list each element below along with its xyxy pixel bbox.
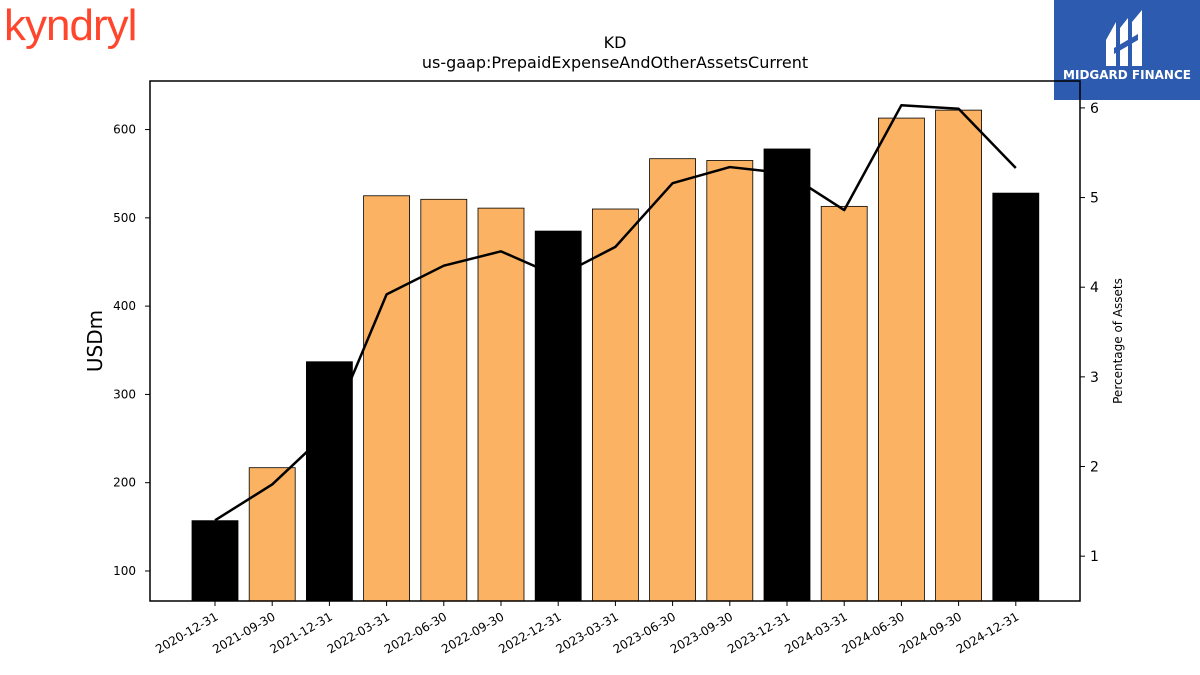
kyndryl-logo: kyndryl <box>4 1 137 50</box>
x-tick-label: 2023-12-31 <box>725 609 792 656</box>
y-tick-label: 600 <box>113 123 136 137</box>
bar <box>992 192 1040 602</box>
midgard-finance-logo: MIDGARD FINANCE <box>1054 0 1200 100</box>
bar <box>763 148 811 602</box>
bar <box>878 117 925 602</box>
x-tick-label: 2022-06-30 <box>382 609 449 656</box>
percentage-line <box>214 103 1017 522</box>
chart-title: KD <box>604 33 627 52</box>
y-tick-label: 100 <box>113 564 136 578</box>
plot-area: 100 200 300 400 500 600 1 2 3 4 5 6 2020-12-312021-0… <box>113 80 1099 656</box>
x-tick-label: 2023-06-30 <box>611 609 678 656</box>
bar <box>420 198 468 602</box>
bar <box>477 207 525 602</box>
y-axis-right-label: Percentage of Assets <box>1111 278 1125 404</box>
y-right-tick-label: 4 <box>1090 280 1099 296</box>
x-tick-label: 2022-03-31 <box>325 609 392 656</box>
y-tick-label: 400 <box>113 299 136 313</box>
y-right-tick-label: 1 <box>1090 549 1099 565</box>
y-right-tick-label: 6 <box>1090 101 1099 117</box>
bar <box>592 208 639 602</box>
x-tick-label: 2022-09-30 <box>439 609 506 656</box>
x-tick-label: 2021-12-31 <box>267 609 334 656</box>
y-tick-label: 300 <box>113 387 136 401</box>
y-tick-label: 500 <box>113 211 136 225</box>
y-tick-label: 200 <box>113 476 136 490</box>
bar <box>820 205 868 602</box>
bar <box>363 195 411 602</box>
bar <box>305 361 353 602</box>
x-tick-label: 2020-12-31 <box>153 609 220 656</box>
y-axis-label: USDm <box>83 310 107 372</box>
x-tick-label: 2024-09-30 <box>897 609 964 656</box>
bar <box>248 467 296 602</box>
bar <box>534 230 582 602</box>
y-right-tick-label: 3 <box>1090 370 1099 386</box>
midgard-logo-icon <box>1106 10 1142 66</box>
x-tick-label: 2023-09-30 <box>668 609 735 656</box>
x-tick-label: 2024-06-30 <box>839 609 906 656</box>
bar <box>706 160 754 602</box>
x-tick-label: 2024-03-31 <box>782 609 849 656</box>
x-tick-label: 2024-12-31 <box>954 609 1021 656</box>
chart-subtitle: us-gaap:PrepaidExpenseAndOtherAssetsCurr… <box>422 53 808 72</box>
bar <box>935 109 982 602</box>
midgard-logo-text: MIDGARD FINANCE <box>1063 68 1191 82</box>
y-right-tick-label: 2 <box>1090 460 1099 476</box>
bar <box>191 520 239 602</box>
x-tick-label: 2022-12-31 <box>496 609 563 656</box>
x-tick-label: 2023-03-31 <box>553 609 620 656</box>
bar <box>649 158 696 602</box>
y-right-tick-label: 5 <box>1090 191 1099 207</box>
x-tick-label: 2021-09-30 <box>210 609 277 656</box>
